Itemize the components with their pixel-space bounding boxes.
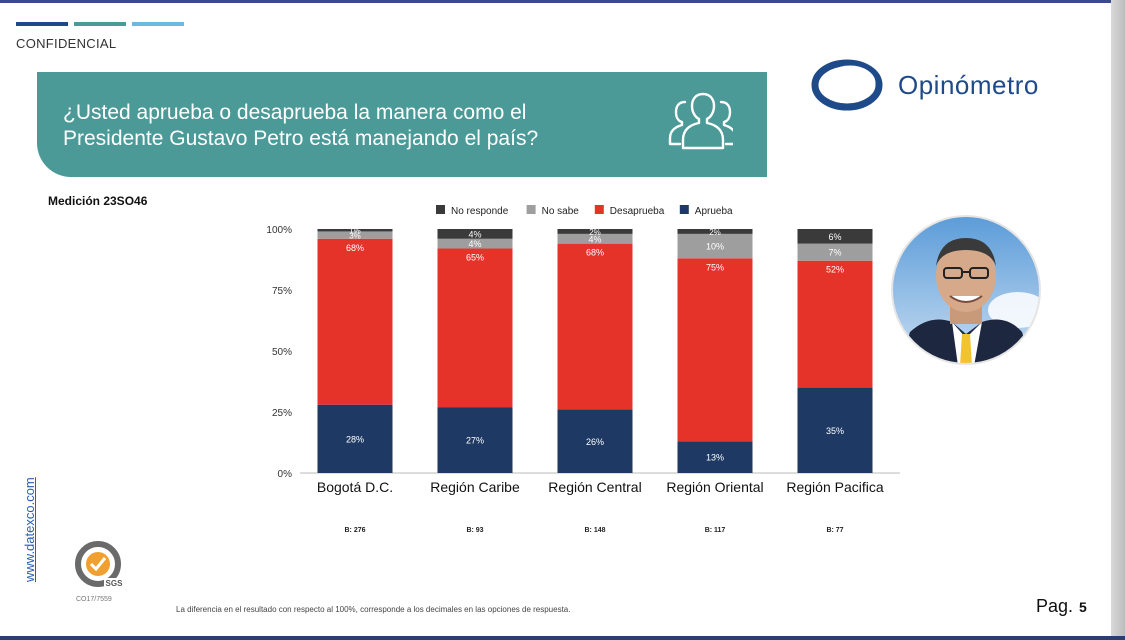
page-number: 5 xyxy=(1079,599,1087,615)
cert-code: CO17/7559 xyxy=(76,596,112,603)
president-photo xyxy=(891,215,1041,365)
footnote: La diferencia en el resultado con respec… xyxy=(176,605,571,614)
measurement-label: Medición 23SO46 xyxy=(48,194,148,208)
bottom-border xyxy=(0,636,1125,640)
question-banner: ¿Usted aprueba o desaprueba la manera co… xyxy=(37,72,767,177)
certification-seal-icon: SGS xyxy=(75,541,124,588)
question-title: ¿Usted aprueba o desaprueba la manera co… xyxy=(63,101,539,150)
website-link[interactable]: www.datexco.com xyxy=(22,477,37,582)
top-accent-bars xyxy=(16,22,184,26)
opinometro-logo: Opinómetro xyxy=(810,58,1039,112)
page-indicator: Pag. 5 xyxy=(1036,596,1087,617)
accent-bar xyxy=(16,22,68,26)
accent-bar xyxy=(74,22,126,26)
page-label: Pag. xyxy=(1036,596,1074,616)
scrollbar[interactable] xyxy=(1111,0,1125,640)
brand-name: Opinómetro xyxy=(898,69,1039,100)
cert-brand: SGS xyxy=(106,579,124,588)
logo-ring-icon xyxy=(811,59,883,111)
confidential-label: CONFIDENCIAL xyxy=(16,36,117,51)
people-icon xyxy=(668,92,738,150)
accent-bar xyxy=(132,22,184,26)
